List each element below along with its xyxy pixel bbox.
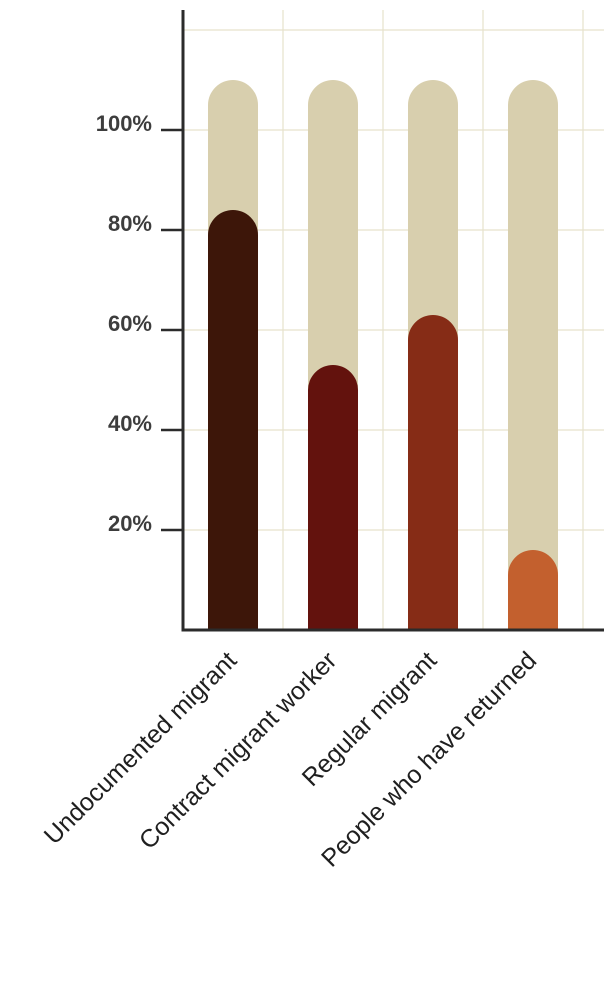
y-axis-ticks: 20% 40% 60% 80% 100% [96, 111, 183, 536]
y-tick-label: 40% [108, 411, 152, 436]
data-bars [208, 210, 558, 630]
x-category-label: People who have returned [316, 646, 542, 872]
bar [408, 315, 458, 630]
bar [508, 550, 558, 630]
bar [308, 365, 358, 630]
bar [208, 210, 258, 630]
y-tick-label: 80% [108, 211, 152, 236]
y-tick-label: 60% [108, 311, 152, 336]
x-category-label: Contract migrant worker [134, 646, 342, 854]
x-category-label: Undocumented migrant [39, 646, 243, 850]
y-tick-label: 20% [108, 511, 152, 536]
background-bar [508, 80, 558, 630]
y-tick-label: 100% [96, 111, 152, 136]
axes [181, 10, 604, 632]
